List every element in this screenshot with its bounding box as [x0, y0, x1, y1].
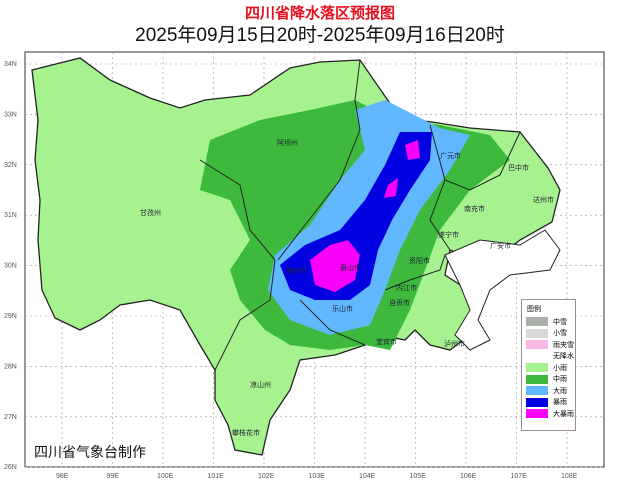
legend-swatch: [526, 328, 548, 338]
legend-swatch: [526, 340, 548, 350]
lon-tick-label: 104E: [359, 473, 376, 480]
lon-tick-label: 98E: [56, 473, 69, 480]
region-label: 南充市: [464, 204, 485, 213]
lon-tick-label: 102E: [258, 473, 275, 480]
lat-tick-label: 26N: [4, 464, 17, 471]
legend-swatch: [526, 374, 548, 384]
region-label: 内江市: [396, 283, 417, 292]
legend-swatch: [526, 363, 548, 373]
map-subtitle: 2025年09月15日20时-2025年09月16日20时: [135, 25, 505, 46]
legend-label: 小雪: [553, 329, 567, 338]
lon-tick-label: 108E: [561, 473, 578, 480]
lat-tick-label: 28N: [4, 363, 17, 370]
region-label: 甘孜州: [140, 208, 161, 217]
legend-swatch: [526, 409, 548, 419]
legend-label: 大暴雨: [553, 409, 574, 418]
region-label: 宜宾市: [376, 337, 397, 346]
lat-tick-label: 29N: [4, 313, 17, 320]
legend-item: 大暴雨: [526, 408, 575, 420]
map-title: 四川省降水落区预报图: [244, 4, 395, 22]
legend-swatch: [526, 397, 548, 407]
region-label: 乐山市: [332, 304, 353, 313]
region-heavy-rainstorm: [310, 140, 420, 292]
legend-item: 雨夹雪: [526, 339, 575, 351]
lat-tick-label: 31N: [4, 212, 17, 219]
region-label: 巴中市: [508, 163, 529, 172]
lon-tick-label: 100E: [157, 473, 174, 480]
legend-label: 中雪: [553, 317, 567, 326]
legend-item: 大雨: [526, 385, 575, 397]
legend-label: 雨夹雪: [553, 340, 574, 349]
legend: 图例 中雪小雪雨夹雪无降水小雨中雨大雨暴雨大暴雨: [521, 299, 576, 431]
lat-tick-label: 32N: [4, 162, 17, 169]
region-boundaries: [199, 59, 521, 371]
region-label: 广安市: [490, 241, 511, 250]
legend-item: 中雨: [526, 374, 575, 386]
lon-tick-label: 106E: [460, 473, 477, 480]
lon-tick-label: 105E: [410, 473, 427, 480]
legend-item: 暴雨: [526, 397, 575, 409]
legend-label: 无降水: [553, 352, 574, 361]
lat-tick-label: 33N: [4, 111, 17, 118]
legend-label: 小雨: [553, 363, 567, 372]
legend-item: 小雨: [526, 362, 575, 374]
region-label: 雅安市: [286, 266, 307, 275]
region-label: 攀枝花市: [232, 428, 260, 437]
legend-swatch: [526, 317, 548, 327]
lon-tick-label: 103E: [309, 473, 326, 480]
region-label: 阿坝州: [277, 138, 298, 147]
region-no-rain: [444, 229, 561, 351]
region-label: 达州市: [533, 195, 554, 204]
lon-tick-label: 99E: [107, 473, 120, 480]
legend-label: 暴雨: [553, 398, 567, 407]
legend-label: 中雨: [553, 375, 567, 384]
legend-label: 大雨: [553, 386, 567, 395]
region-label: 资阳市: [409, 256, 430, 265]
region-label: 自贡市: [389, 298, 410, 307]
region-label: 遂宁市: [438, 230, 459, 239]
lon-tick-label: 107E: [511, 473, 528, 480]
legend-item: 无降水: [526, 351, 575, 363]
legend-swatch: [526, 351, 548, 361]
legend-item: 中雪: [526, 316, 575, 328]
lat-tick-label: 34N: [4, 61, 17, 68]
region-label: 泸州市: [444, 339, 465, 348]
lat-tick-label: 27N: [4, 414, 17, 421]
lat-tick-label: 30N: [4, 263, 17, 270]
legend-item: 小雪: [526, 328, 575, 340]
legend-title: 图例: [527, 305, 541, 313]
legend-swatch: [526, 386, 548, 396]
region-label: 凉山州: [250, 380, 271, 389]
lon-tick-label: 101E: [208, 473, 225, 480]
region-label: 广元市: [440, 151, 461, 160]
credit-text: 四川省气象台制作: [34, 445, 146, 461]
region-label: 眉山市: [340, 263, 361, 272]
